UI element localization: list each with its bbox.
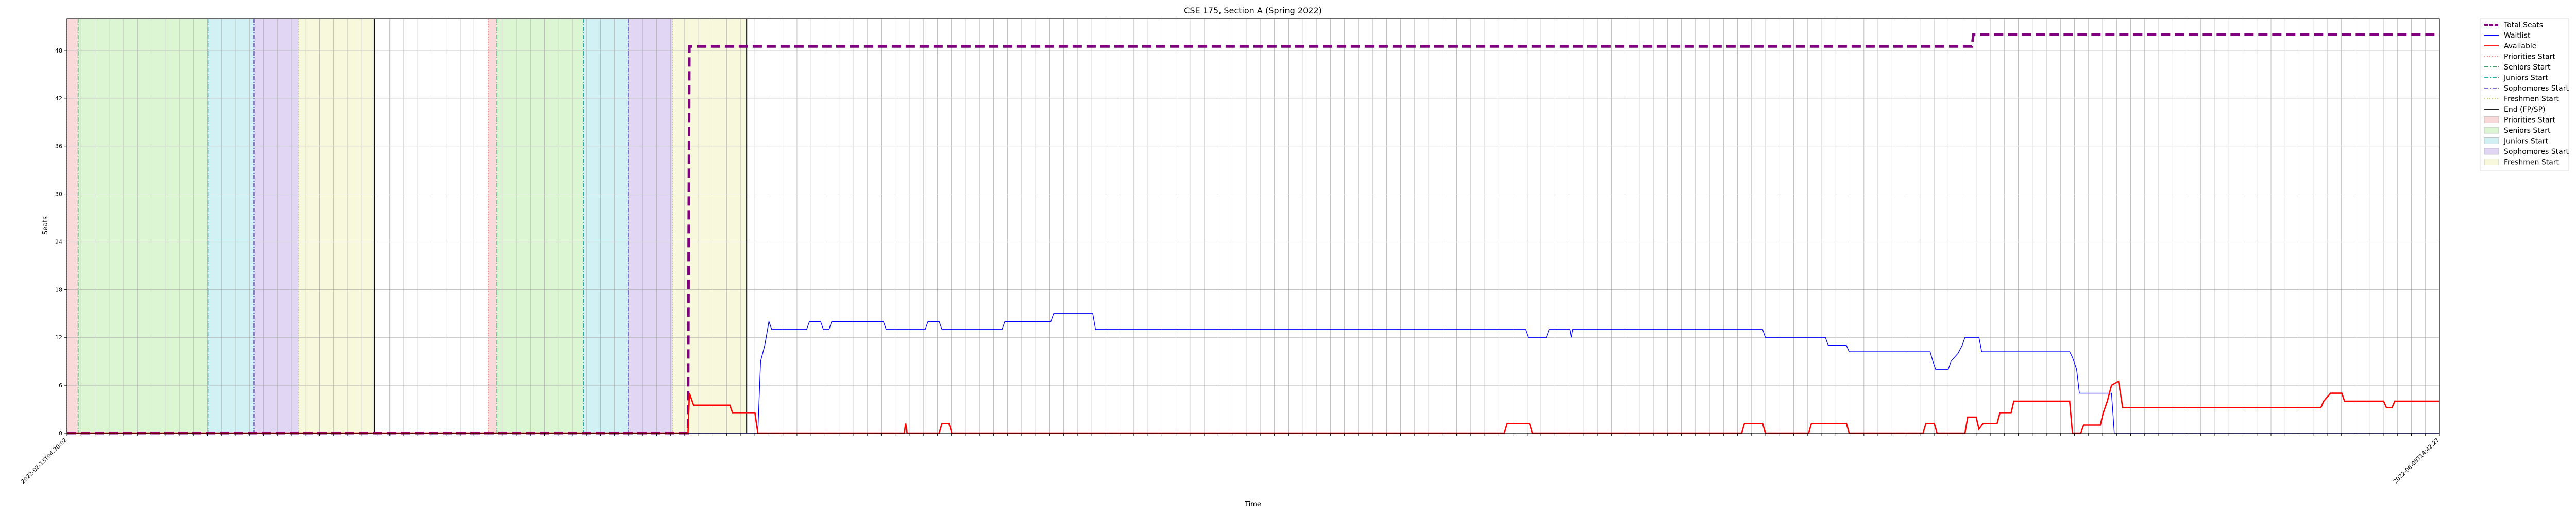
phase-band-sophomores-2 <box>628 19 673 433</box>
y-axis-ticks: 0 6 12 18 24 30 36 42 48 <box>55 47 67 437</box>
legend-label-priorities-start: Priorities Start <box>2504 53 2556 61</box>
legend-label-juniors-start: Juniors Start <box>2503 137 2549 146</box>
y-tick-label: 48 <box>55 47 62 54</box>
legend-label-total-seats: Total Seats <box>2503 21 2543 29</box>
y-tick-label: 24 <box>55 238 62 245</box>
legend: Total Seats Waitlist Available Priorities S… <box>2480 18 2569 171</box>
legend-swatch-sophomores-start <box>2484 148 2499 155</box>
legend-box <box>2480 18 2569 171</box>
y-tick-label: 12 <box>55 334 62 341</box>
series-line-available <box>67 380 2439 434</box>
legend-swatch-juniors-start <box>2484 137 2499 144</box>
y-tick-label: 6 <box>59 382 62 389</box>
phase-band-juniors-2 <box>583 19 628 433</box>
phase-band-seniors-2 <box>497 19 584 433</box>
legend-label-freshmen-start: Freshmen Start <box>2504 95 2560 104</box>
phase-band-seniors-1 <box>78 19 208 433</box>
phase-shading-layer <box>67 19 747 433</box>
y-tick-label: 30 <box>55 191 62 198</box>
y-tick-label: 36 <box>55 143 62 150</box>
legend-label-sophomores-start: Sophomores Start <box>2504 148 2569 156</box>
phase-band-freshmen-2 <box>672 19 747 433</box>
phase-band-priorities-1 <box>67 19 78 433</box>
y-tick-label: 18 <box>55 286 62 293</box>
legend-swatch-seniors-start <box>2484 127 2499 134</box>
legend-label-seniors-start: Seniors Start <box>2504 63 2551 72</box>
legend-swatch-priorities-start <box>2484 116 2499 123</box>
series-line-waitlist <box>67 313 2439 434</box>
phase-band-freshmen-1 <box>298 19 374 433</box>
y-axis-label: Seats <box>42 216 49 235</box>
plot-frame <box>66 18 2440 434</box>
legend-label-sophomores-start: Sophomores Start <box>2504 84 2569 93</box>
y-tick-label: 42 <box>55 95 62 102</box>
phase-band-juniors-1 <box>208 19 254 433</box>
phase-band-sophomores-1 <box>253 19 299 433</box>
legend-label-priorities-start: Priorities Start <box>2504 116 2556 125</box>
phase-band-priorities-2 <box>488 19 497 433</box>
chart-title: CSE 175, Section A (Spring 2022) <box>1184 6 1322 15</box>
legend-label-freshmen-start: Freshmen Start <box>2504 159 2560 167</box>
x-axis-label: Time <box>1244 501 1261 508</box>
y-tick-label: 0 <box>59 430 62 437</box>
legend-label-seniors-start: Seniors Start <box>2504 127 2551 135</box>
legend-label-waitlist: Waitlist <box>2504 32 2531 40</box>
grid-layer <box>66 19 2440 434</box>
legend-label-available: Available <box>2504 42 2536 50</box>
legend-swatch-freshmen-start <box>2484 159 2499 165</box>
legend-label-juniors-start: Juniors Start <box>2503 74 2549 82</box>
legend-label-end-fp-sp-: End (FP/SP) <box>2504 106 2546 114</box>
